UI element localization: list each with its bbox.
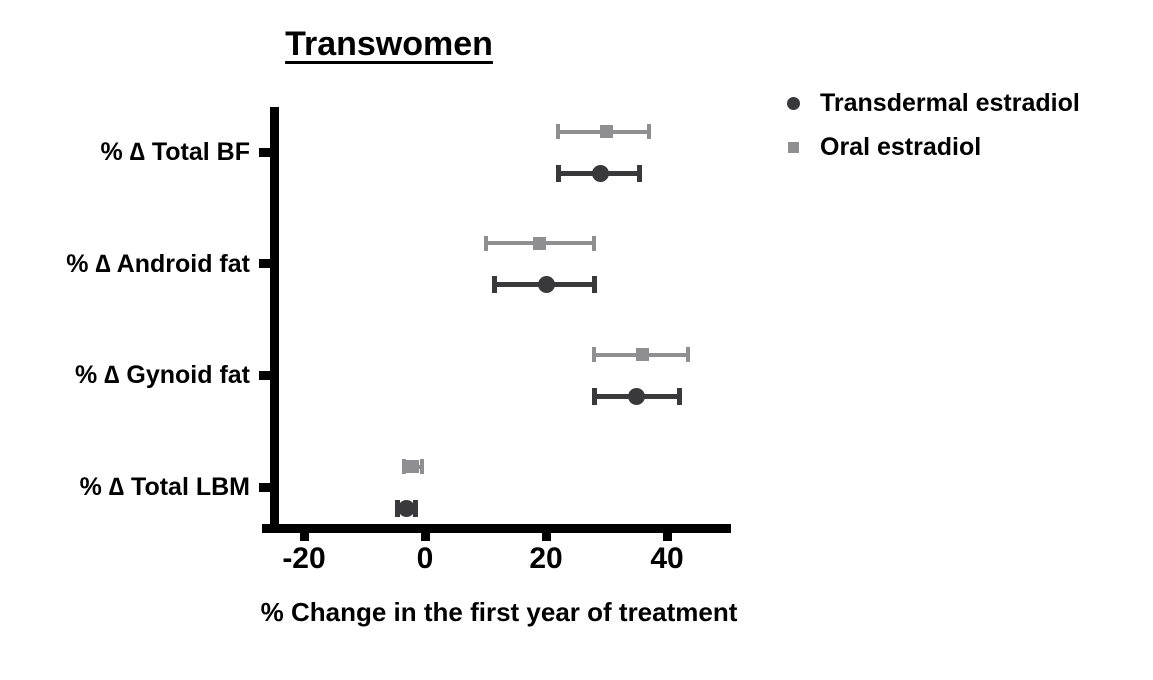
category-label: % ∆ Total BF (100, 138, 250, 166)
category-label: % ∆ Gynoid fat (74, 361, 250, 390)
error-bar-cap (686, 347, 691, 363)
error-bar-cap (401, 459, 406, 474)
category-label: % ∆ Android fat (66, 249, 250, 278)
y-tick (259, 370, 270, 380)
legend-label: Transdermal estradiol (820, 88, 1080, 117)
error-bar-cap (413, 499, 419, 517)
data-point-marker (600, 125, 613, 138)
y-tick (259, 259, 270, 269)
legend-marker-box (786, 96, 800, 110)
legend-label: Oral estradiol (820, 132, 982, 161)
legend-item-transdermal: Transdermal estradiol (786, 88, 1080, 118)
y-axis-line (270, 107, 279, 533)
square-marker-icon (787, 141, 799, 153)
x-tick (662, 530, 672, 541)
chart-title: Transwomen (285, 25, 493, 63)
x-tick-label: -20 (282, 542, 326, 575)
error-bar-cap (592, 235, 597, 251)
error-bar-cap (591, 276, 597, 294)
x-axis-line (262, 524, 731, 533)
data-point-marker (398, 499, 416, 517)
error-bar-cap (483, 235, 488, 251)
error-bar-cap (419, 459, 424, 474)
error-bar-cap (637, 164, 643, 182)
x-axis-label: % Change in the first year of treatment (260, 597, 738, 627)
x-tick (420, 530, 430, 541)
category-label: % ∆ Total LBM (79, 473, 250, 501)
legend-item-oral: Oral estradiol (786, 132, 981, 162)
x-tick (299, 530, 309, 541)
error-bar-cap (555, 164, 561, 182)
error-bar-cap (556, 124, 561, 139)
x-tick-label: 20 (529, 542, 563, 575)
y-tick (259, 147, 270, 157)
x-tick-label: 40 (650, 542, 684, 575)
error-bar-cap (492, 276, 498, 294)
error-bar-cap (676, 387, 682, 405)
error-bar-cap (646, 124, 651, 139)
data-point-marker (406, 460, 420, 473)
data-point-marker (636, 348, 650, 362)
error-bar-cap (395, 499, 401, 517)
error-bar-cap (592, 347, 597, 363)
error-bar-cap (591, 387, 597, 405)
data-point-marker (591, 164, 609, 182)
x-tick-label: 0 (416, 542, 434, 575)
data-point-marker (533, 236, 547, 250)
data-point-marker (628, 387, 646, 405)
circle-marker-icon (786, 96, 800, 110)
data-point-marker (537, 276, 555, 294)
legend-marker-box (786, 141, 800, 153)
x-tick (541, 530, 551, 541)
y-tick (259, 482, 270, 492)
